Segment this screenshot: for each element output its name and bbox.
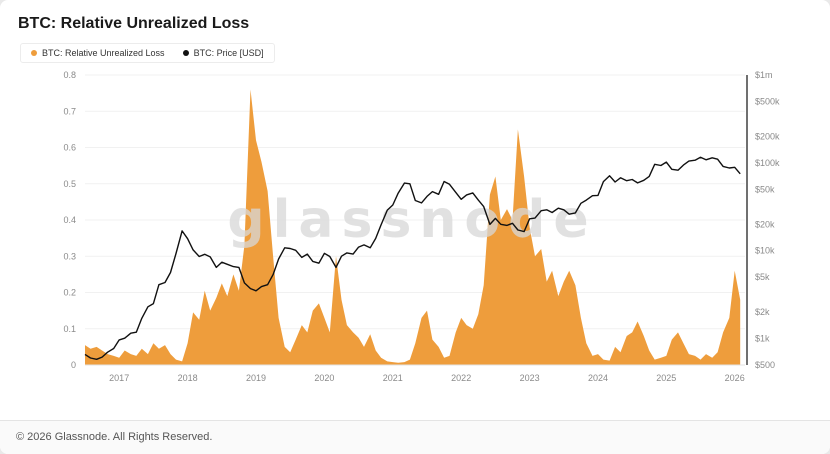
svg-text:0.1: 0.1: [63, 324, 76, 334]
svg-text:2023: 2023: [520, 373, 540, 383]
svg-text:$2k: $2k: [755, 307, 770, 317]
svg-text:$500: $500: [755, 360, 775, 370]
price-series-dot-icon: [182, 50, 189, 56]
svg-text:2019: 2019: [246, 373, 266, 383]
legend-item-label: BTC: Relative Unrealized Loss: [42, 48, 165, 58]
watermark: glassnode: [227, 190, 596, 250]
svg-text:0.5: 0.5: [63, 179, 76, 189]
price-line-series: [84, 156, 741, 360]
svg-text:0.2: 0.2: [63, 288, 76, 298]
svg-text:0: 0: [71, 360, 76, 370]
svg-text:$100k: $100k: [755, 158, 780, 168]
svg-text:$50k: $50k: [755, 184, 775, 194]
chart-plot: glassnode 0 0.1 0.2 0.3 0.4 0.5 0.6 0.7 0.8 $1m $50…: [63, 70, 780, 383]
svg-text:$200k: $200k: [755, 131, 780, 141]
svg-text:2018: 2018: [178, 373, 198, 383]
svg-text:0.6: 0.6: [63, 143, 76, 153]
svg-text:$10k: $10k: [755, 246, 775, 256]
svg-text:$20k: $20k: [755, 219, 775, 229]
svg-text:2024: 2024: [588, 373, 608, 383]
legend-item-price[interactable]: BTC: Price [USD]: [182, 48, 264, 58]
svg-text:$1k: $1k: [755, 334, 770, 344]
legend: BTC: Relative Unrealized Loss BTC: Price…: [20, 43, 275, 63]
svg-text:0.7: 0.7: [63, 106, 76, 116]
svg-text:2020: 2020: [314, 373, 334, 383]
legend-item-label: BTC: Price [USD]: [193, 48, 264, 58]
svg-text:0.8: 0.8: [63, 70, 76, 80]
page-title: BTC: Relative Unrealized Loss: [18, 15, 250, 32]
svg-text:2021: 2021: [383, 373, 403, 383]
svg-text:$5k: $5k: [755, 272, 770, 282]
svg-text:$500k: $500k: [755, 96, 780, 106]
left-axis-labels: 0 0.1 0.2 0.3 0.4 0.5 0.6 0.7 0.8: [63, 70, 76, 370]
footer-copyright: © 2026 Glassnode. All Rights Reserved.: [0, 420, 830, 454]
svg-text:2025: 2025: [656, 373, 676, 383]
right-axis-labels: $1m $500k $200k $100k $50k $20k $10k $5k $2k $1k $…: [755, 70, 780, 370]
svg-text:0.4: 0.4: [63, 215, 76, 225]
svg-text:2017: 2017: [109, 373, 129, 383]
svg-text:$1m: $1m: [755, 70, 773, 80]
svg-text:0.3: 0.3: [63, 251, 76, 261]
svg-text:2026: 2026: [725, 373, 745, 383]
svg-text:2022: 2022: [451, 373, 471, 383]
loss-series-dot-icon: [31, 50, 37, 56]
loss-area-series: [85, 89, 741, 365]
legend-item-unrealized-loss[interactable]: BTC: Relative Unrealized Loss: [31, 48, 165, 58]
x-axis-labels: 2017 2018 2019 2020 2021 2022 2023 2024 2025 2026: [109, 373, 745, 383]
